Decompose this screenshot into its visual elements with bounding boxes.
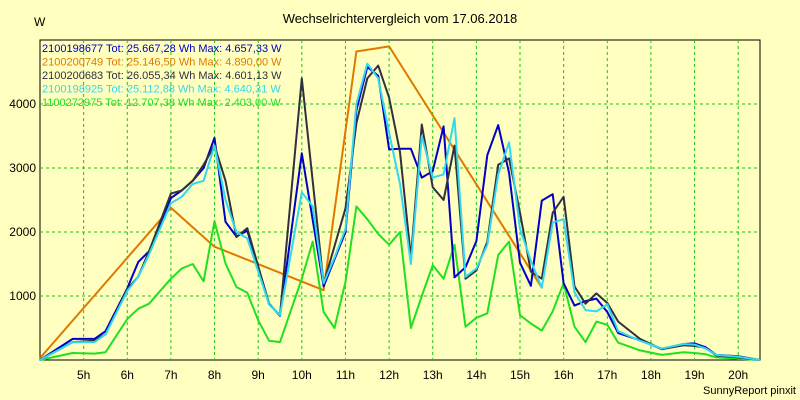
legend-entry: 1100272975 Tot: 12.707,38 Wh Max: 2.403,… (42, 97, 281, 109)
x-tick-label: 6h (121, 368, 134, 382)
x-tick-label: 13h (423, 368, 443, 382)
series-line-2 (39, 64, 761, 361)
x-tick-label: 12h (379, 368, 399, 382)
y-tick-label: 2000 (9, 225, 36, 239)
x-tick-label: 7h (164, 368, 177, 382)
x-tick-label: 14h (466, 368, 486, 382)
legend-entry: 2100200683 Tot: 26.055,34 Wh Max: 4.601,… (42, 70, 282, 82)
series-line-1 (39, 45, 543, 359)
x-tick-label: 17h (597, 368, 617, 382)
x-tick-label: 15h (510, 368, 530, 382)
y-tick-label: 4000 (9, 97, 36, 111)
legend-entry: 2100198925 Tot: 25.112,88 Wh Max: 4.640,… (42, 84, 281, 96)
legend-entry: 2100198677 Tot: 25.667,28 Wh Max: 4.657,… (42, 43, 282, 55)
x-tick-label: 10h (292, 368, 312, 382)
legend-entry: 2100200749 Tot: 25.146,50 Wh Max: 4.890,… (42, 57, 282, 69)
x-tick-label: 20h (728, 368, 748, 382)
x-tick-label: 5h (77, 368, 90, 382)
x-tick-label: 9h (252, 368, 265, 382)
x-tick-label: 16h (554, 368, 574, 382)
series-line-4 (39, 205, 761, 361)
series-line-3 (39, 62, 761, 361)
footer-text: SunnyReport pinxit (703, 385, 796, 397)
x-tick-label: 19h (685, 368, 705, 382)
x-tick-label: 11h (336, 368, 355, 382)
legend: 2100198677 Tot: 25.667,28 Wh Max: 4.657,… (42, 43, 282, 109)
axis-labels: 5h 6h 7h 8h 9h 10h 11h 12h 13h 14h 15h 16h 17h 18h 19h… (9, 97, 748, 382)
x-tick-label: 8h (208, 368, 221, 382)
y-tick-label: 1000 (9, 289, 36, 303)
y-tick-label: 3000 (9, 161, 36, 175)
chart-title: Wechselrichtervergleich vom 17.06.2018 (283, 11, 518, 26)
y-axis-unit: W (34, 15, 46, 29)
series-layer (39, 45, 761, 361)
plot-area (39, 39, 761, 361)
x-tick-label: 18h (641, 368, 661, 382)
